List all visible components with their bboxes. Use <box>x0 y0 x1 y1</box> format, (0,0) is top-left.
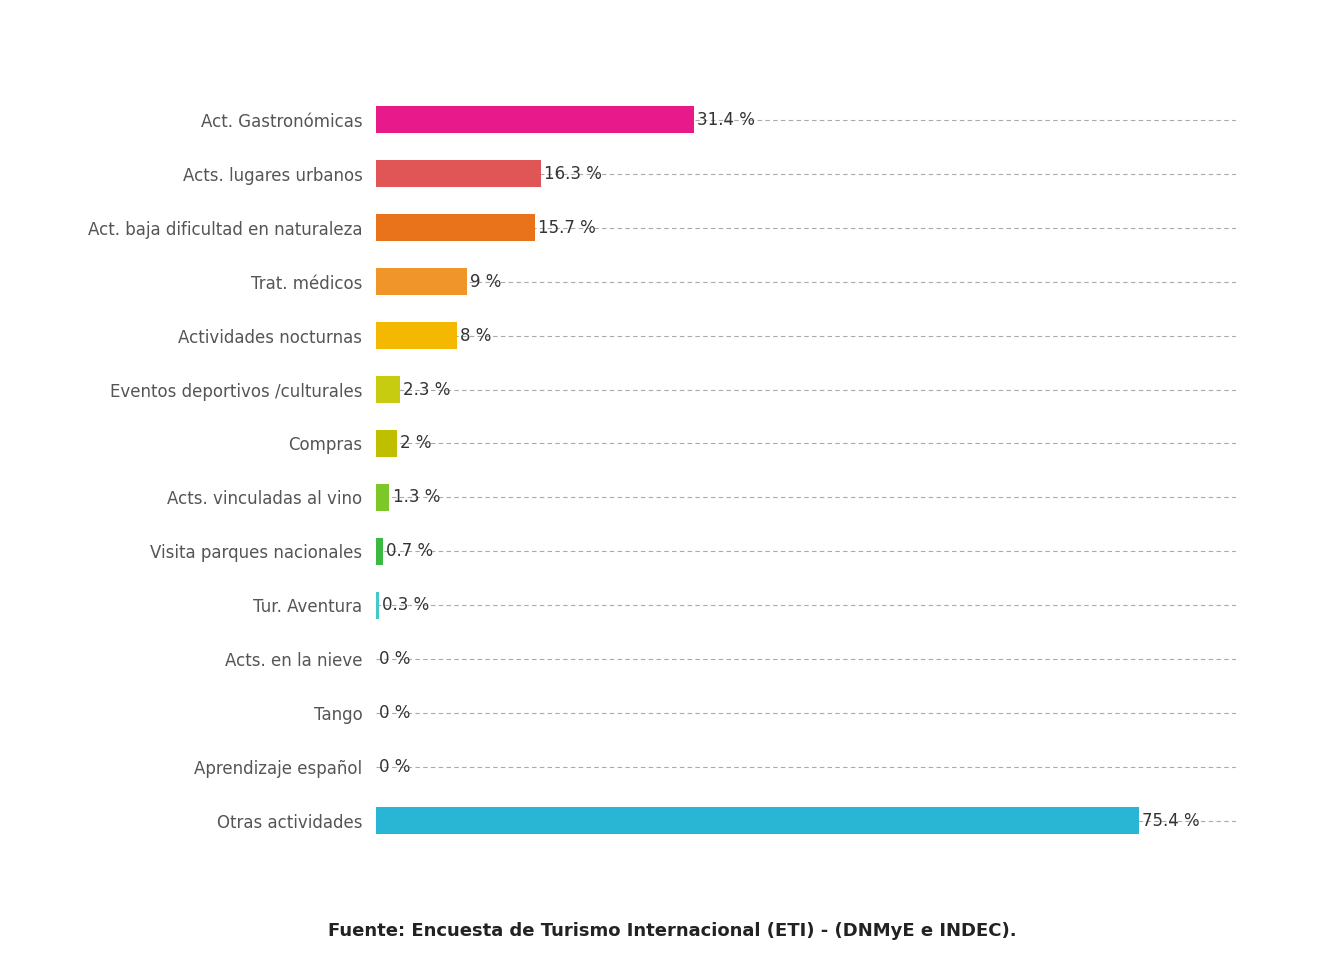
Text: 2.3 %: 2.3 % <box>403 380 450 398</box>
Text: 16.3 %: 16.3 % <box>544 165 602 182</box>
Text: 0 %: 0 % <box>379 758 411 776</box>
Text: 0.3 %: 0.3 % <box>383 596 430 614</box>
Text: 9 %: 9 % <box>470 273 501 291</box>
Bar <box>376 484 390 511</box>
Bar <box>376 268 468 295</box>
Text: 75.4 %: 75.4 % <box>1142 812 1200 829</box>
Text: 2 %: 2 % <box>399 435 431 452</box>
Bar <box>376 323 457 349</box>
Text: 8 %: 8 % <box>460 326 492 345</box>
Bar <box>376 160 542 187</box>
Text: Fuente: Encuesta de Turismo Internacional (ETI) - (DNMyE e INDEC).: Fuente: Encuesta de Turismo Internaciona… <box>328 923 1016 940</box>
Bar <box>376 430 396 457</box>
Bar <box>376 214 535 241</box>
Text: 1.3 %: 1.3 % <box>392 489 439 506</box>
Bar <box>376 807 1140 834</box>
Bar <box>376 107 694 133</box>
Text: 31.4 %: 31.4 % <box>698 111 755 129</box>
Bar <box>376 538 383 564</box>
Bar <box>376 591 379 618</box>
Text: 0 %: 0 % <box>379 650 411 668</box>
Text: 0.7 %: 0.7 % <box>387 542 434 561</box>
Bar <box>376 376 399 403</box>
Text: 0 %: 0 % <box>379 704 411 722</box>
Text: 15.7 %: 15.7 % <box>538 219 595 237</box>
